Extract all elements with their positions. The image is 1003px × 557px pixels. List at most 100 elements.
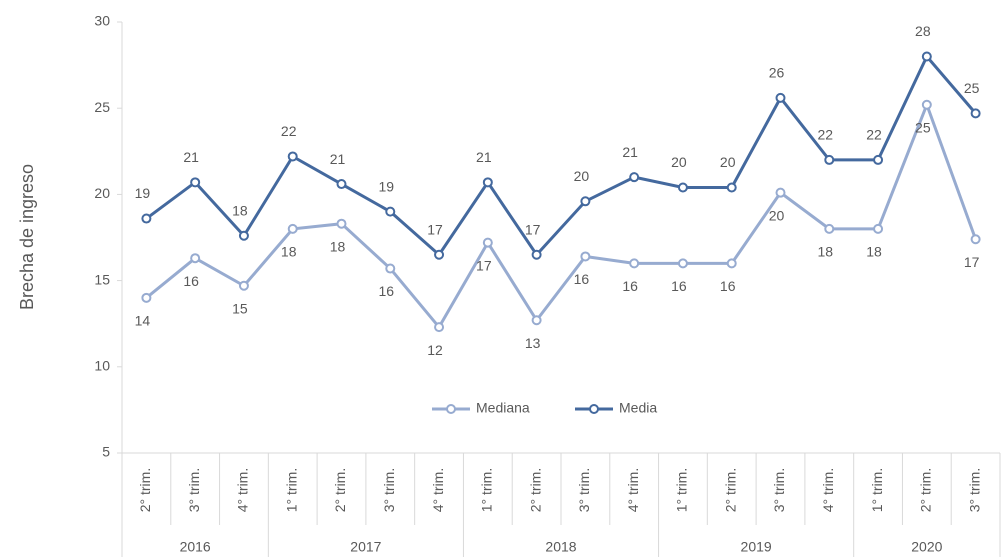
point [434,249,445,260]
data-label: 21 [330,151,346,167]
x-tick-label: 2° trim. [527,468,543,513]
y-tick-label: 20 [94,185,110,201]
x-tick-label: 1° trim. [479,468,495,512]
data-label: 14 [135,313,151,329]
point [873,223,884,234]
point [287,151,298,162]
point [580,196,591,207]
data-label: 13 [525,335,541,351]
point [287,223,298,234]
point [190,177,201,188]
point [873,154,884,165]
data-label: 15 [232,300,248,316]
point [482,177,493,188]
series-line [145,53,977,258]
point [141,292,152,303]
point [580,251,591,262]
data-label: 16 [183,273,199,289]
x-tick-label: 4° trim. [235,468,251,513]
data-label: 20 [720,154,736,170]
data-label: 21 [476,149,492,165]
point [629,258,640,269]
data-label: 25 [915,119,931,135]
point [677,258,688,269]
x-tick-label: 3° trim. [771,468,787,513]
point [970,108,981,119]
data-label: 20 [671,154,687,170]
point [531,315,542,326]
x-tick-label: 4° trim. [430,468,446,513]
data-label: 18 [330,238,346,254]
data-label: 18 [281,244,297,260]
data-label: 17 [964,254,980,270]
x-tick-label: 3° trim. [576,468,592,513]
data-label: 18 [232,202,248,218]
point [434,322,445,333]
data-label: 16 [574,271,590,287]
data-label: 12 [427,342,443,358]
point [921,51,932,62]
data-label: 20 [574,168,590,184]
x-tick-label: 2° trim. [137,468,153,513]
data-label: 25 [964,80,980,96]
group-label: 2016 [180,539,211,555]
legend-label: Media [619,400,657,416]
data-label: 22 [817,127,833,143]
legend-marker [446,404,456,414]
data-label: 16 [671,278,687,294]
point [726,182,737,193]
y-tick-label: 25 [94,99,110,115]
point [629,172,640,183]
point [238,280,249,291]
data-label: 22 [866,127,882,143]
data-label: 16 [378,283,394,299]
data-label: 16 [622,278,638,294]
x-tick-label: 3° trim. [381,468,397,513]
group-label: 2020 [911,539,942,555]
y-tick-label: 5 [102,444,110,460]
data-label: 18 [866,244,882,260]
data-label: 17 [476,257,492,273]
point [141,213,152,224]
data-label: 20 [769,207,785,223]
legend-label: Mediana [476,400,530,416]
x-tick-label: 3° trim. [186,468,202,513]
point [921,99,932,110]
point [775,92,786,103]
y-tick-label: 10 [94,358,110,374]
x-tick-label: 4° trim. [625,468,641,513]
data-label: 22 [281,123,297,139]
x-tick-label: 2° trim. [918,468,934,513]
x-tick-label: 4° trim. [820,468,836,513]
data-label: 17 [525,221,541,237]
point [190,253,201,264]
x-tick-label: 2° trim. [722,468,738,513]
x-tick-label: 2° trim. [332,468,348,513]
point [531,249,542,260]
x-tick-label: 3° trim. [966,468,982,513]
legend-marker [589,404,599,414]
point [824,223,835,234]
y-axis-label: Brecha de ingreso [17,164,37,310]
data-label: 28 [915,23,931,39]
point [336,179,347,190]
series-line [145,100,978,330]
data-label: 17 [427,221,443,237]
data-label: 18 [817,244,833,260]
point [482,237,493,248]
data-label: 21 [622,144,638,160]
group-label: 2017 [350,539,381,555]
data-label: 21 [183,149,199,165]
data-label: 16 [720,278,736,294]
y-tick-label: 30 [94,13,110,29]
y-tick-label: 15 [94,271,110,287]
point [970,234,981,245]
point [824,154,835,165]
point [238,230,249,241]
point [336,218,347,229]
group-label: 2019 [741,539,772,555]
point [385,263,396,274]
group-label: 2018 [545,539,576,555]
data-label: 26 [769,65,785,81]
